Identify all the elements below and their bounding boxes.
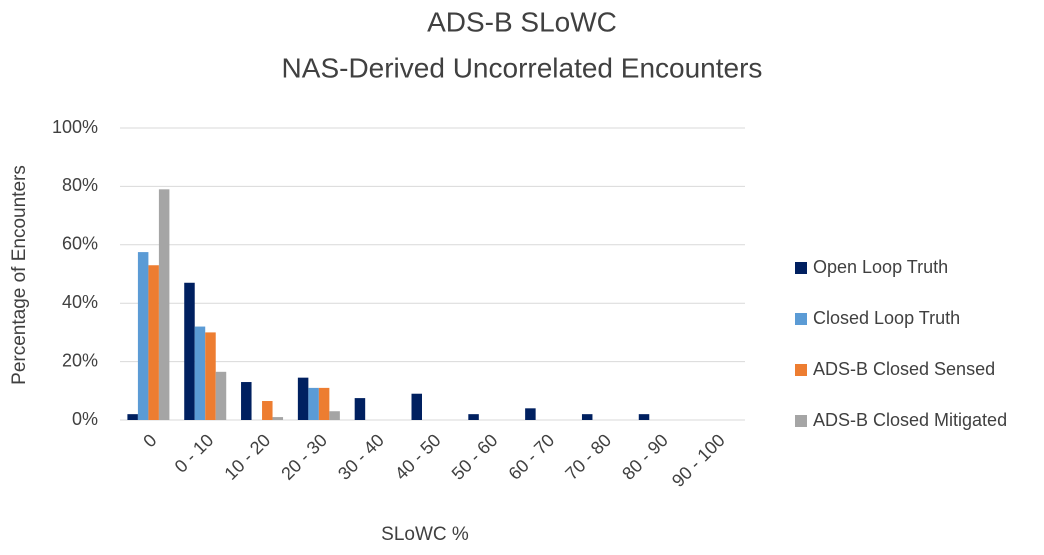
legend-swatch	[795, 262, 807, 274]
bar	[525, 408, 536, 420]
x-tick-label: 80 - 90	[618, 430, 672, 484]
legend-label: ADS-B Closed Mitigated	[813, 410, 1007, 430]
y-tick-label: 40%	[62, 292, 98, 312]
chart-subtitle: NAS-Derived Uncorrelated Encounters	[282, 52, 763, 83]
bar	[205, 332, 216, 420]
bar	[194, 326, 206, 420]
bar	[329, 411, 340, 420]
bar	[137, 252, 149, 420]
y-tick-label: 100%	[52, 117, 98, 137]
x-tick-label: 40 - 50	[391, 430, 445, 484]
x-tick-label: 70 - 80	[561, 430, 615, 484]
bar	[638, 414, 650, 420]
bar	[411, 393, 422, 420]
x-tick-label: 0	[139, 430, 160, 451]
x-tick-label: 30 - 40	[334, 430, 388, 484]
bar	[262, 401, 273, 420]
bar	[158, 189, 170, 420]
bar	[241, 382, 252, 420]
legend-label: Open Loop Truth	[813, 257, 948, 277]
x-tick-label: 60 - 70	[505, 430, 559, 484]
bar	[215, 371, 227, 420]
legend-label: ADS-B Closed Sensed	[813, 359, 995, 379]
x-tick-label: 50 - 60	[448, 430, 502, 484]
bar	[184, 282, 195, 420]
x-tick-label: 90 - 100	[668, 430, 729, 491]
legend-swatch	[795, 415, 807, 427]
x-tick-label: 0 - 10	[171, 430, 218, 477]
bar	[318, 387, 330, 420]
y-tick-label: 80%	[62, 175, 98, 195]
y-tick-label: 60%	[62, 234, 98, 254]
legend-swatch	[795, 364, 807, 376]
y-tick-label: 20%	[62, 350, 98, 370]
bar	[581, 414, 593, 420]
x-tick-label: 10 - 20	[220, 430, 274, 484]
x-axis-label: SLoWC %	[381, 524, 469, 545]
bar	[468, 414, 479, 420]
x-tick-label: 20 - 30	[277, 430, 331, 484]
bar	[297, 377, 309, 420]
legend-label: Closed Loop Truth	[813, 308, 960, 328]
bar	[127, 414, 138, 420]
bar	[272, 417, 284, 420]
chart-title: ADS-B SLoWC	[427, 6, 617, 37]
y-tick-label: 0%	[72, 409, 98, 429]
legend-swatch	[795, 313, 807, 325]
bar	[148, 265, 159, 420]
bar	[308, 387, 319, 420]
bar	[354, 398, 366, 420]
y-axis-label: Percentage of Encounters	[9, 165, 30, 385]
